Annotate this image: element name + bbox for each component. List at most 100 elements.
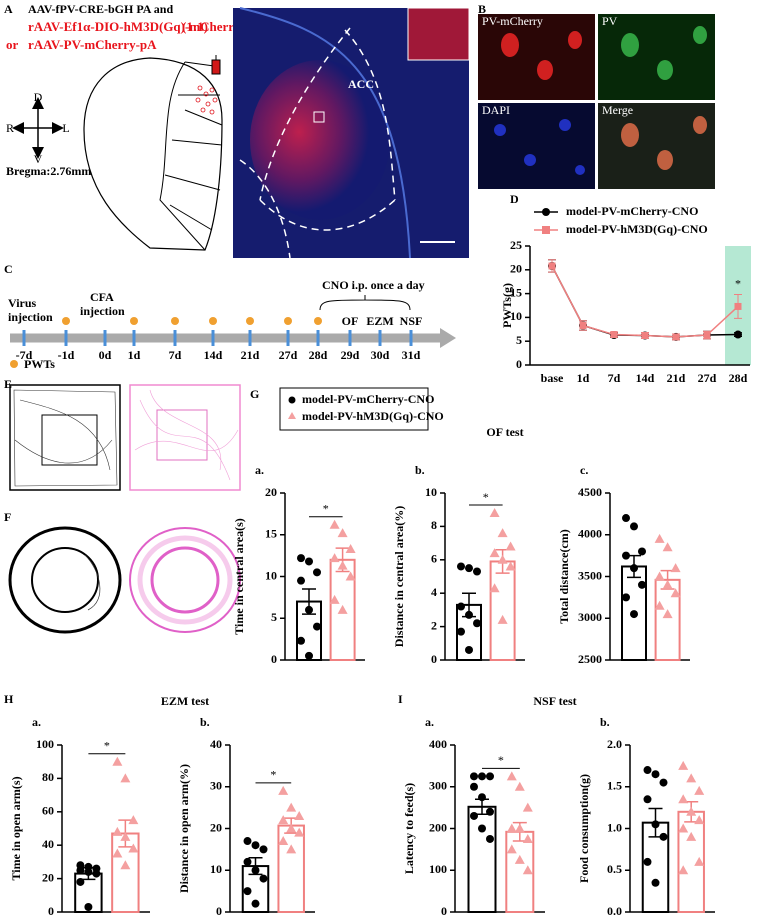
significance: * (735, 276, 741, 290)
y-axis-label: Latency to feed(s) (402, 783, 416, 874)
virus-text: (1:1) (182, 19, 208, 34)
point (734, 302, 742, 310)
pwt-dot (314, 317, 322, 325)
panel-letter: C (4, 262, 13, 276)
bar (467, 805, 497, 913)
data-point (478, 772, 486, 781)
panel-letter: E (4, 377, 12, 391)
data-point (497, 554, 508, 564)
y-tick-label: 0 (516, 357, 522, 371)
data-point (297, 554, 305, 563)
data-point (630, 522, 638, 531)
panel-letter: B (478, 2, 486, 16)
day-label: -7d (16, 348, 33, 362)
data-point (305, 557, 313, 566)
data-point (486, 834, 494, 843)
virus-text: AAV-fPV-CRE-bGH PA and (28, 2, 173, 16)
data-point (337, 560, 348, 570)
data-point (514, 781, 525, 791)
data-point (694, 856, 705, 866)
data-point (522, 865, 533, 875)
data-point (313, 568, 321, 577)
data-point (694, 785, 705, 795)
legend-label: model-PV-mCherry-CNO (566, 204, 698, 218)
section-title: EZM test (161, 694, 209, 708)
data-point (506, 771, 517, 781)
test-label: EZM (366, 314, 393, 328)
day-label: 0d (99, 348, 112, 362)
data-point (465, 610, 473, 619)
data-point (470, 811, 478, 820)
data-point (278, 836, 289, 846)
day-label: 31d (402, 348, 421, 362)
data-point (662, 542, 673, 552)
data-point (497, 528, 508, 538)
y-tick-label: 4 (431, 585, 437, 599)
y-tick-label: 15 (265, 527, 277, 541)
data-point (506, 844, 517, 854)
pwt-dot (209, 317, 217, 325)
data-point (630, 610, 638, 619)
data-point (465, 645, 473, 654)
data-point (465, 564, 473, 573)
data-point (670, 563, 681, 573)
data-point (622, 514, 630, 523)
image-label: DAPI (482, 103, 510, 117)
pwt-dot (284, 317, 292, 325)
y-tick-label: 400 (429, 737, 447, 751)
data-point (651, 770, 660, 779)
panel-letter: A (4, 2, 13, 16)
data-point (337, 604, 348, 614)
data-point (643, 795, 652, 804)
point (734, 330, 742, 339)
legend-marker (288, 412, 296, 419)
significance: * (483, 490, 489, 504)
data-point (286, 802, 297, 812)
pwt-dot (62, 317, 70, 325)
data-point (112, 756, 123, 766)
x-tick-label: 7d (608, 371, 621, 385)
data-point (505, 561, 516, 571)
y-tick-label: 100 (36, 737, 54, 751)
y-tick-label: 0 (216, 904, 222, 917)
data-point (489, 508, 500, 518)
day-label: 27d (279, 348, 298, 362)
y-tick-label: 60 (42, 804, 54, 818)
data-point (678, 823, 689, 833)
data-point (294, 810, 305, 820)
point (579, 321, 587, 329)
section-title: NSF test (533, 694, 576, 708)
data-point (286, 823, 297, 833)
data-point (120, 860, 131, 870)
virus-text: rAAV-Ef1α-DIO-hM3D(Gq)-mCherry-WPRE (28, 19, 284, 34)
panel-letter: G (250, 387, 259, 401)
compass-label: L (62, 121, 69, 135)
y-tick-label: 10 (510, 309, 522, 323)
y-tick-label: 5 (516, 333, 522, 347)
data-point (243, 887, 252, 896)
subtitle: b. (415, 463, 425, 477)
pwt-dot (130, 317, 138, 325)
data-point (694, 815, 705, 825)
y-tick-label: 40 (210, 737, 222, 751)
y-axis-label: Distance in central area(%) (392, 506, 406, 647)
y-tick-label: 10 (425, 485, 437, 499)
subtitle: b. (200, 715, 210, 729)
region-label: ACC (348, 77, 374, 91)
data-point (643, 857, 652, 866)
x-tick-label: base (541, 371, 564, 385)
y-tick-label: 3500 (578, 568, 602, 582)
y-tick-label: 0 (441, 904, 447, 917)
data-point (670, 588, 681, 598)
y-axis-label: Total distance(cm) (557, 529, 571, 624)
data-point (643, 766, 652, 775)
data-point (659, 778, 668, 787)
day-label: 21d (241, 348, 260, 362)
y-axis-label: PWTs(g) (500, 283, 514, 328)
x-tick-label: 14d (636, 371, 655, 385)
panel-letter: F (4, 510, 11, 524)
data-point (329, 553, 340, 563)
day-label: 1d (128, 348, 141, 362)
data-point (120, 831, 131, 841)
y-tick-label: 2.0 (607, 737, 622, 751)
